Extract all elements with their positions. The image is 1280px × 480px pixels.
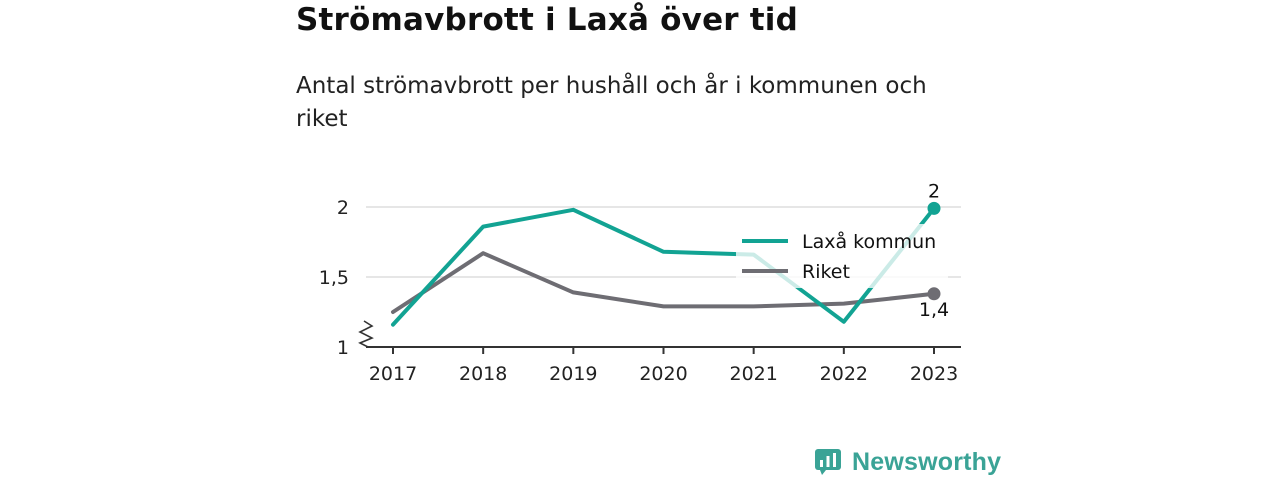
- series-line-riket: [391, 251, 936, 314]
- series-lines: [391, 206, 936, 327]
- x-tick-label: 2022: [820, 363, 868, 385]
- newsworthy-logo: Newsworthy: [814, 444, 1001, 480]
- end-point: [927, 201, 941, 215]
- end-points: 21,4: [919, 180, 949, 320]
- y-tick-label: 1: [337, 337, 349, 359]
- legend-label: Laxå kommun: [802, 230, 936, 253]
- y-axis-ticks: 11,52: [319, 197, 349, 359]
- x-axis: [358, 320, 961, 348]
- series-line-laxa-kommun: [391, 206, 936, 327]
- x-tick-label: 2019: [549, 363, 597, 385]
- newsworthy-logo-icon: [815, 449, 841, 475]
- x-tick-label: 2021: [729, 363, 777, 385]
- x-tick-label: 2023: [910, 363, 958, 385]
- legend-background: [736, 224, 948, 288]
- legend-label: Riket: [802, 261, 850, 283]
- y-tick-label: 1,5: [319, 267, 349, 289]
- brand-name: Newsworthy: [852, 447, 1002, 476]
- chart-title: Strömavbrott i Laxå över tid: [296, 2, 799, 38]
- chart-subtitle: Antal strömavbrott per hushåll och år i …: [296, 73, 927, 132]
- x-tick-label: 2020: [639, 363, 687, 385]
- y-tick-label: 2: [337, 197, 349, 219]
- x-axis-ticks: 2017 2018 2019 2020 2021 2022 2023: [369, 347, 958, 385]
- x-tick-label: 2018: [459, 363, 507, 385]
- end-value-label: 1,4: [919, 299, 949, 321]
- end-value-label: 2: [928, 180, 940, 202]
- axis-break-icon: [358, 320, 374, 348]
- end-point: [927, 287, 941, 301]
- x-tick-label: 2017: [369, 363, 417, 385]
- legend: Laxå kommun Riket: [736, 224, 948, 288]
